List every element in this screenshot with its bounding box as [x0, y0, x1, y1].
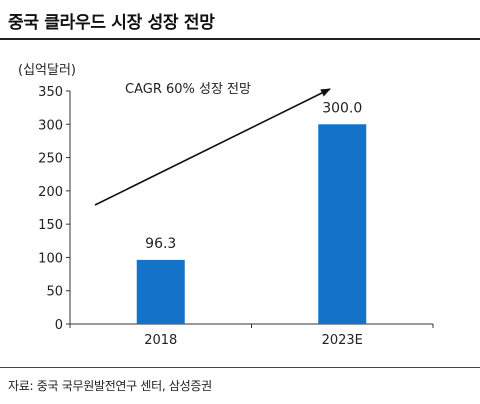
y-tick-label: 50: [46, 285, 63, 300]
x-tick-label: 2023E: [322, 333, 363, 348]
title-divider: [0, 38, 480, 40]
y-tick-label: 100: [38, 251, 63, 266]
cagr-arrow: [94, 88, 331, 206]
y-tick-label: 0: [55, 318, 63, 333]
y-tick-label: 300: [38, 118, 63, 133]
bars: [136, 124, 367, 325]
cagr-annotation: CAGR 60% 성장 전망: [125, 82, 251, 97]
value-label: 96.3: [145, 236, 176, 252]
bar-2018: [136, 259, 185, 324]
x-tick-label: 2018: [144, 333, 177, 348]
chart-title: 중국 클라우드 시장 성장 전망: [8, 13, 215, 33]
y-axis: 0 50 100 150 200 250 300 350: [38, 85, 71, 333]
y-tick-label: 250: [38, 152, 63, 167]
source-note: 자료: 중국 국무원발전연구 센터, 삼성증권: [8, 379, 212, 393]
x-axis: 2018 2023E: [69, 323, 434, 348]
bar-2023E: [318, 124, 367, 325]
bar-chart: (십억달러) 0 50 100 150 200 250 300 350 2018 2023E 9…: [18, 63, 434, 348]
y-tick-label: 350: [38, 85, 63, 100]
value-label: 300.0: [322, 100, 362, 116]
y-tick-label: 150: [38, 218, 63, 233]
y-tick-label: 200: [38, 185, 63, 200]
y-unit-label: (십억달러): [18, 63, 76, 78]
footer-divider: [0, 367, 480, 368]
data-labels: 96.3 300.0: [145, 100, 362, 252]
